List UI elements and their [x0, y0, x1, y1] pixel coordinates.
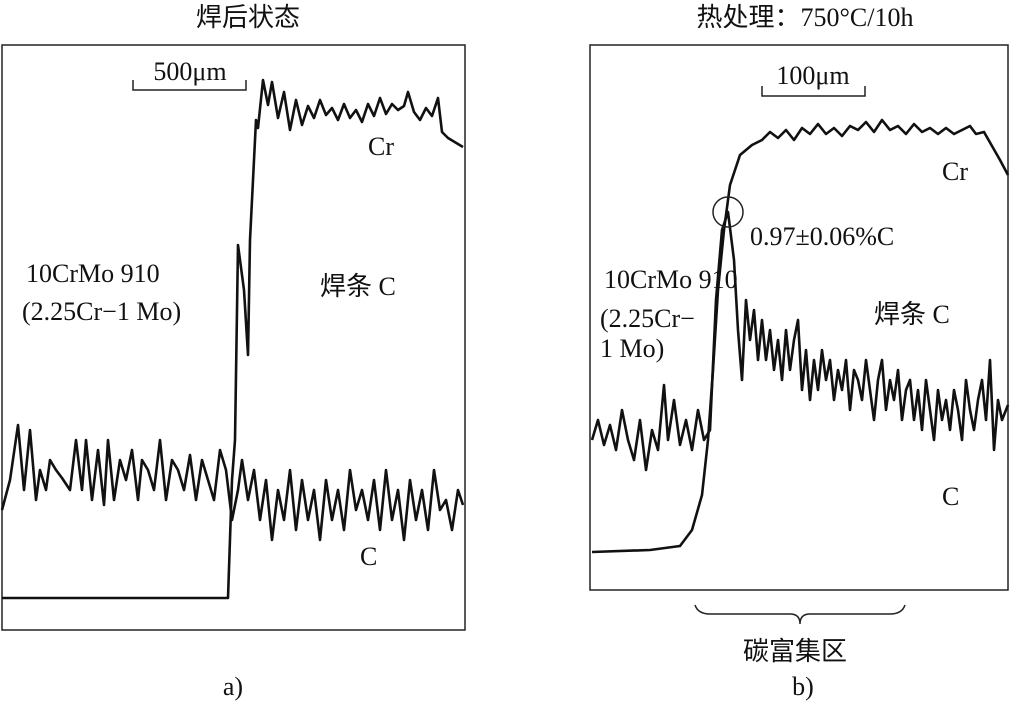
highlight-circle [712, 196, 744, 228]
base-metal-composition-2: 1 Mo) [600, 334, 664, 363]
base-metal-composition: (2.25Cr− [600, 304, 695, 333]
c-label: C [360, 542, 377, 571]
caption: b) [792, 672, 814, 701]
scale-label: 500μm [153, 57, 226, 86]
scale-label: 100μm [776, 61, 849, 90]
panel-frame [589, 44, 1009, 591]
base-metal-label: 10CrMo 910 [26, 259, 160, 288]
cr-trace [2, 78, 464, 600]
scale-bar [132, 80, 247, 91]
panel-a: 焊后状态 500μm Cr 10CrMo 910 (2.25Cr−1 Mo) 焊… [0, 3, 466, 701]
scale-bar [761, 86, 866, 97]
panel-frame [1, 44, 466, 631]
peak-label: 0.97±0.06%C [750, 222, 894, 251]
panel-title: 焊后状态 [196, 3, 300, 32]
c-trace [590, 210, 1010, 472]
electrode-label: 焊条 C [320, 272, 396, 301]
panel-title: 热处理：750°C/10h [697, 3, 914, 32]
cr-label: Cr [368, 132, 394, 161]
electrode-label: 焊条 C [874, 300, 950, 329]
base-metal-composition: (2.25Cr−1 Mo) [22, 297, 181, 326]
caption: a) [223, 672, 243, 701]
c-trace [0, 423, 465, 542]
region-brace [694, 604, 906, 625]
region-label: 碳富集区 [743, 637, 847, 666]
base-metal-label: 10CrMo 910 [604, 265, 738, 294]
c-label: C [942, 482, 959, 511]
panel-b: 热处理：750°C/10h 100μm Cr 0.97±0.06%C 10CrM… [589, 3, 1010, 701]
cr-label: Cr [942, 157, 968, 186]
